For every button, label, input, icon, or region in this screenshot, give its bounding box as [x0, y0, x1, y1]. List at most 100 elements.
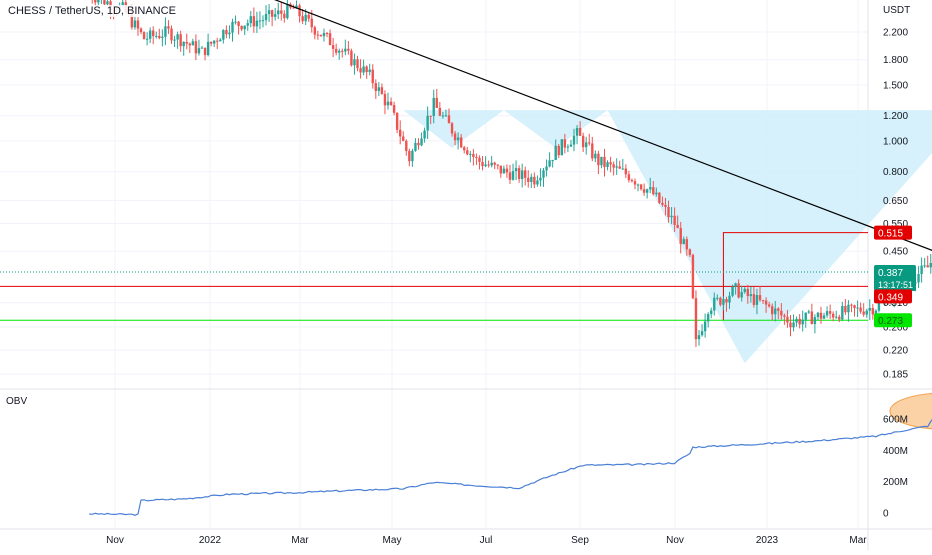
candle-body: [432, 97, 435, 117]
candle-body: [560, 139, 564, 156]
candle: [740, 285, 743, 302]
time-tick-label: Mar: [849, 535, 867, 546]
candle: [331, 38, 335, 58]
candle-body: [164, 26, 167, 37]
candle-body: [356, 59, 359, 69]
candle-body: [176, 34, 179, 40]
pattern-link: [503, 110, 608, 148]
axis-currency-label: USDT: [883, 5, 910, 16]
price-tag-current-text: 0.387: [878, 268, 903, 279]
candle: [584, 136, 588, 155]
price-tick-label: 1.000: [883, 136, 908, 147]
candle: [575, 125, 579, 145]
candle-body: [505, 168, 509, 173]
candle-body: [822, 315, 826, 319]
candle-body: [414, 142, 417, 151]
candles: [91, 0, 932, 347]
candle: [746, 284, 750, 304]
candle-body: [758, 294, 762, 301]
candle: [301, 9, 304, 25]
candle: [450, 122, 454, 137]
candle-body: [191, 41, 195, 46]
price-tick-label: 0.450: [883, 247, 908, 258]
candle: [822, 312, 826, 320]
candle: [789, 315, 792, 337]
candle-body: [240, 26, 243, 30]
candle-body: [493, 162, 496, 165]
candle-body: [719, 297, 722, 305]
candle-body: [597, 153, 600, 166]
candle: [222, 29, 225, 44]
candle: [563, 133, 567, 154]
candle-body: [813, 317, 817, 325]
candle: [252, 7, 256, 33]
candle: [493, 161, 496, 170]
candle: [670, 207, 673, 225]
candle-body: [478, 157, 481, 162]
candle: [539, 168, 542, 187]
candle: [527, 170, 530, 188]
candle: [813, 314, 817, 334]
candle: [423, 127, 426, 143]
candle: [209, 41, 213, 47]
candle: [402, 131, 405, 142]
candle-body: [606, 162, 609, 168]
candle: [273, 7, 277, 21]
candle: [243, 25, 246, 36]
candle: [554, 139, 557, 161]
candle-body: [267, 10, 271, 15]
candle: [173, 35, 176, 48]
candle-body: [810, 311, 814, 325]
candle-body: [807, 311, 810, 313]
candle: [639, 183, 643, 191]
candle-body: [398, 129, 402, 137]
candle-body: [389, 101, 393, 106]
price-tick-label: 0.650: [883, 196, 908, 207]
candle-body: [161, 36, 164, 39]
candle-body: [767, 304, 771, 307]
candle: [737, 279, 740, 299]
obv-line: [89, 418, 932, 516]
candle-body: [652, 187, 655, 195]
candle: [362, 59, 365, 76]
candle: [148, 27, 152, 44]
candle-body: [188, 43, 192, 46]
candle-body: [514, 168, 518, 172]
candle-body: [487, 164, 490, 166]
obv-pane: [89, 393, 932, 516]
candle-body: [676, 224, 679, 229]
candle-body: [212, 40, 216, 44]
candle-body: [270, 10, 274, 17]
candle: [551, 159, 554, 168]
candle: [499, 165, 503, 178]
price-tick-label: 0.185: [883, 370, 908, 381]
candle: [246, 19, 249, 31]
candle: [734, 282, 737, 295]
candle: [353, 53, 356, 75]
candle: [490, 156, 493, 168]
candle-body: [295, 5, 298, 9]
obv-tick-label: 400M: [883, 446, 908, 457]
candle: [713, 292, 716, 316]
candle: [365, 65, 368, 79]
candle: [264, 5, 268, 26]
candle: [478, 155, 481, 170]
candle-body: [371, 69, 374, 84]
candle: [325, 31, 329, 38]
candle-body: [679, 228, 682, 244]
candle: [685, 236, 689, 256]
candle: [405, 139, 408, 156]
candle: [155, 31, 158, 39]
candle: [594, 150, 597, 163]
candle: [697, 329, 701, 346]
candle: [572, 128, 576, 152]
candle-body: [133, 20, 137, 28]
candle-body: [835, 316, 838, 318]
candle-body: [173, 39, 176, 41]
candle-body: [301, 16, 304, 22]
candle: [161, 29, 164, 47]
candle-body: [261, 20, 265, 22]
candle-body: [377, 87, 381, 91]
candle: [185, 33, 188, 50]
